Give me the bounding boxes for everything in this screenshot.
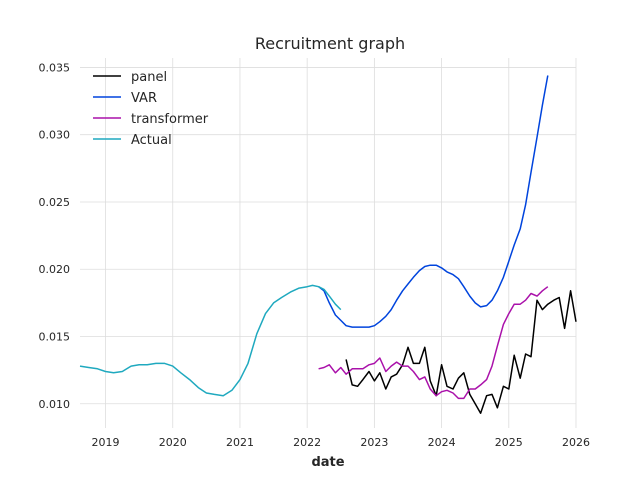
y-tick-label: 0.035 <box>39 61 71 74</box>
x-tick-label: 2026 <box>562 436 590 449</box>
x-tick-label: 2021 <box>226 436 254 449</box>
grid-lines <box>80 58 577 428</box>
x-axis-label: date <box>311 455 344 470</box>
legend-label-transformer: transformer <box>131 112 209 127</box>
series-line-actual <box>79 284 342 397</box>
x-tick-label: 2023 <box>360 436 388 449</box>
x-tick-label: 2020 <box>159 436 187 449</box>
legend-label-actual: Actual <box>131 133 172 148</box>
x-tick-label: 2024 <box>428 436 456 449</box>
chart-title: Recruitment graph <box>255 34 405 53</box>
x-tick-label: 2022 <box>293 436 321 449</box>
legend-label-var: VAR <box>131 91 157 106</box>
y-tick-label: 0.010 <box>39 398 71 411</box>
y-tick-label: 0.015 <box>39 331 71 344</box>
y-tick-label: 0.020 <box>39 263 71 276</box>
legend: panel VAR transformer Actual <box>93 70 209 148</box>
series-line-var <box>318 75 549 328</box>
tick-labels: 2019 2020 2021 2022 2023 2024 2025 2026 0.010 0.0… <box>39 61 591 449</box>
x-tick-label: 2019 <box>92 436 120 449</box>
y-tick-label: 0.030 <box>39 129 71 142</box>
series-line-panel <box>345 290 577 414</box>
series-lines <box>79 75 577 414</box>
series-line-transformer <box>318 286 549 400</box>
legend-label-panel: panel <box>131 70 167 85</box>
y-tick-label: 0.025 <box>39 196 71 209</box>
x-tick-label: 2025 <box>495 436 523 449</box>
